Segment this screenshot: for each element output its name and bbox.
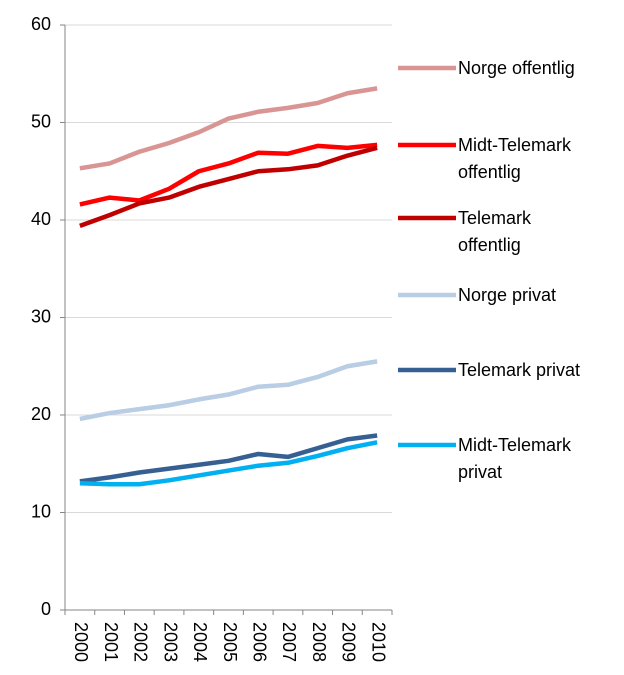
y-tick-label: 0 bbox=[41, 599, 51, 619]
series-line bbox=[79, 86, 378, 171]
legend-label: Norge offentlig bbox=[458, 57, 575, 78]
y-tick-label: 60 bbox=[31, 14, 51, 34]
x-tick-label: 2009 bbox=[339, 622, 359, 662]
y-tick-label: 40 bbox=[31, 209, 51, 229]
series-line bbox=[79, 433, 378, 484]
series-line bbox=[79, 145, 378, 228]
legend-label: Norge privat bbox=[458, 284, 557, 305]
x-tick-label: 2002 bbox=[131, 622, 151, 662]
legend-label: Midt-Telemark privat bbox=[458, 434, 572, 482]
y-tick-label: 30 bbox=[31, 306, 51, 326]
series-line bbox=[79, 440, 378, 487]
x-tick-label: 2005 bbox=[220, 622, 240, 662]
x-tick-label: 2001 bbox=[101, 622, 121, 662]
legend-label: Telemark privat bbox=[458, 359, 581, 380]
y-tick-label: 20 bbox=[31, 404, 51, 424]
legend-label: Telemark offentlig bbox=[458, 207, 532, 255]
x-tick-label: 2008 bbox=[309, 622, 329, 662]
x-tick-label: 2000 bbox=[71, 622, 91, 662]
y-tick-label: 10 bbox=[31, 501, 51, 521]
series-line bbox=[79, 142, 378, 207]
x-tick-label: 2007 bbox=[279, 622, 299, 662]
x-tick-label: 2004 bbox=[190, 622, 210, 662]
x-tick-label: 2006 bbox=[249, 622, 269, 662]
y-tick-label: 50 bbox=[31, 111, 51, 131]
legend-label: Midt-Telemark offentlig bbox=[458, 134, 572, 182]
x-tick-label: 2010 bbox=[368, 622, 388, 662]
x-tick-label: 2003 bbox=[160, 622, 180, 662]
series-line bbox=[79, 359, 378, 422]
